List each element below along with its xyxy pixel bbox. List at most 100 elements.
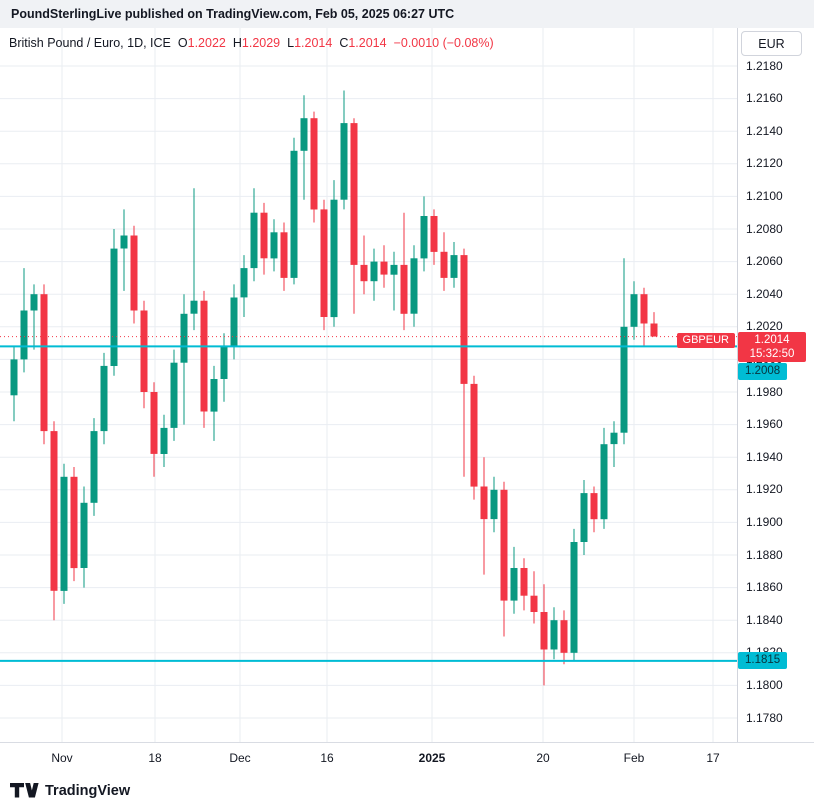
current-price-time: 15:32:50: [749, 347, 795, 360]
price-tick-label: 1.1880: [746, 547, 783, 562]
time-tick-label: Dec: [229, 750, 251, 765]
price-tick-label: 1.1780: [746, 710, 783, 725]
time-axis[interactable]: Nov 18 Dec 16 2025 20 Feb 17: [0, 742, 814, 772]
candle-body: [150, 392, 158, 454]
candlestick-chart[interactable]: [0, 28, 737, 742]
price-tick-label: 1.1980: [746, 384, 783, 399]
price-tick-label: 1.2040: [746, 286, 783, 301]
time-tick-label: Nov: [51, 750, 73, 765]
current-price-badge: 1.2014 15:32:50: [738, 331, 806, 362]
price-tick-label: 1.1960: [746, 417, 783, 432]
price-tick-label: 1.2100: [746, 188, 783, 203]
hline2-price-badge: 1.1815: [738, 652, 788, 670]
publish-header: PoundSterlingLive published on TradingVi…: [0, 0, 814, 28]
candle-body: [90, 431, 98, 503]
time-tick-label: 2025: [418, 750, 446, 765]
candle-body: [430, 216, 438, 252]
candle-body: [360, 264, 368, 282]
price-tick-label: 1.2120: [746, 156, 783, 171]
candle-body: [300, 118, 308, 151]
price-axis[interactable]: EUR 1.2014 15:32:50 1.2008 1.1815 1.2180…: [737, 28, 814, 742]
candle-body: [140, 310, 148, 392]
price-tick-label: 1.2020: [746, 319, 783, 334]
ohlc-high: H1.2029: [232, 36, 281, 50]
candle-body: [160, 427, 168, 454]
ohlc-low: L1.2014: [287, 36, 333, 50]
candle-body: [50, 431, 58, 591]
price-tick-label: 1.1940: [746, 449, 783, 464]
candle-body: [550, 620, 558, 650]
candle-body: [250, 212, 258, 269]
candle-body: [290, 150, 298, 278]
candle-body: [240, 268, 248, 298]
candle-body: [510, 568, 518, 601]
candle-body: [30, 294, 38, 311]
currency-button[interactable]: EUR: [741, 31, 802, 56]
candle-body: [530, 595, 538, 612]
price-tick-label: 1.1920: [746, 482, 783, 497]
candle-body: [650, 323, 658, 337]
chart-main: British Pound / Euro, 1D, ICE O1.2022 H1.2…: [0, 28, 814, 742]
candle-body: [380, 261, 388, 275]
candle-body: [590, 493, 598, 520]
candle-body: [230, 297, 238, 347]
candle-body: [560, 620, 568, 653]
candle-body: [320, 209, 328, 317]
current-price-value: 1.2014: [754, 333, 790, 346]
price-tick-label: 1.1840: [746, 612, 783, 627]
candle-body: [620, 326, 628, 433]
price-tick-label: 1.2140: [746, 123, 783, 138]
candle-body: [270, 232, 278, 259]
candle-body: [170, 362, 178, 428]
candle-body: [570, 542, 578, 653]
candle-body: [340, 123, 348, 200]
time-tick-label: 18: [148, 750, 162, 765]
candle-body: [640, 294, 648, 324]
candle-body: [580, 493, 588, 542]
time-tick-label: 17: [706, 750, 720, 765]
symbol-title[interactable]: British Pound / Euro, 1D, ICE: [9, 36, 171, 50]
candle-body: [10, 359, 18, 396]
publish-header-text: PoundSterlingLive published on TradingVi…: [11, 7, 455, 21]
symbol-price-flag: GBPEUR: [676, 332, 735, 348]
price-tick-label: 1.2160: [746, 91, 783, 106]
candle-body: [390, 264, 398, 275]
price-tick-label: 1.2080: [746, 221, 783, 236]
candle-body: [40, 294, 48, 432]
price-tick-label: 1.1900: [746, 514, 783, 529]
tradingview-mark-icon: [10, 783, 39, 798]
candle-body: [120, 235, 128, 249]
hline1-price-badge: 1.2008: [738, 362, 788, 380]
candle-body: [420, 216, 428, 259]
candle-body: [630, 294, 638, 327]
candle-body: [110, 248, 118, 366]
candle-body: [450, 255, 458, 278]
candle-body: [220, 346, 228, 379]
candle-body: [480, 486, 488, 520]
candle-body: [460, 255, 468, 384]
candle-body: [210, 379, 218, 412]
candle-body: [600, 444, 608, 520]
price-tick-label: 1.1800: [746, 677, 783, 692]
candle-body: [540, 612, 548, 650]
candle-body: [260, 212, 268, 259]
candle-body: [100, 365, 108, 432]
chart-area[interactable]: British Pound / Euro, 1D, ICE O1.2022 H1.2…: [0, 28, 737, 742]
candle-body: [190, 300, 198, 314]
candle-body: [20, 310, 28, 360]
candle-body: [310, 118, 318, 210]
candle-body: [60, 476, 68, 591]
candle-body: [280, 232, 288, 278]
candle-body: [370, 261, 378, 282]
price-tick-label: 1.2060: [746, 254, 783, 269]
candle-body: [500, 489, 508, 601]
symbol-legend: British Pound / Euro, 1D, ICE O1.2022 H1.2…: [9, 36, 494, 50]
footer-bar: TradingView: [0, 772, 814, 809]
candle-body: [200, 300, 208, 412]
price-tick-label: 1.1860: [746, 580, 783, 595]
time-tick-label: 16: [320, 750, 334, 765]
candle-body: [520, 568, 528, 596]
ohlc-close: C1.2014: [339, 36, 387, 50]
tradingview-logo[interactable]: TradingView: [10, 783, 130, 799]
